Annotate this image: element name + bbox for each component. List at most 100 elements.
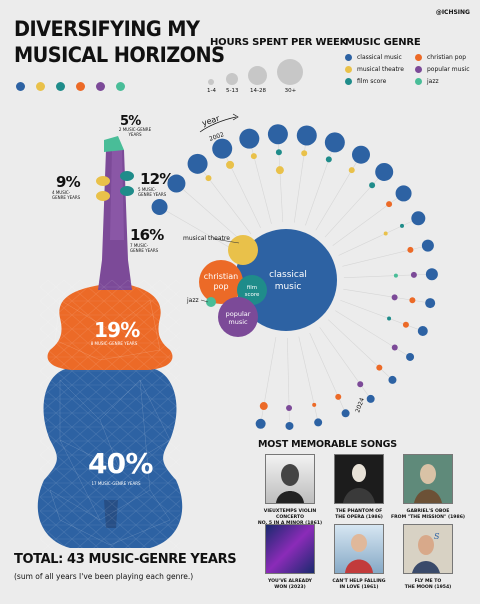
timeline-dot [212,138,233,159]
timeline-dot [417,326,428,337]
timeline-dot [406,352,415,361]
timeline-dot [411,211,426,226]
radial-gridline [305,138,337,226]
size-label: 30+ [284,88,297,94]
timeline-dot [357,381,364,388]
timeline-dot [275,149,282,156]
timeline-dot [187,153,208,174]
size-14-28: 14-28 [248,66,268,94]
radial-gridline [309,332,348,418]
pct-christian-pop: 19% [94,318,140,342]
genre-legend-title: MUSIC GENRE [345,37,421,48]
timeline-dot [275,166,284,175]
timeline-dot [312,402,317,407]
pct-jazz: 5% [120,114,141,129]
jazz-dot [116,82,125,91]
size-1-4: 1-4 [207,79,216,94]
timeline-dot [324,132,345,153]
song-caption: CAN'T HELP FALLING IN LOVE (1961) [332,579,386,590]
pct-classical-sub: 17 MUSIC-GENRE YEARS [91,481,141,486]
song-caption: THE PHANTOM OF THE OPERA (1986) [335,509,383,520]
song-caption: FLY ME TO THE MOON (1954) [404,579,452,590]
timeline-dot [314,418,323,427]
timeline-dot [387,316,392,321]
christian-pop-dot [76,82,85,91]
radial-gridline [248,134,272,224]
timeline-dot [376,364,383,371]
album-art-icon: S [403,524,453,574]
timeline-dot [425,268,438,281]
bubble-film-score [237,275,267,305]
timeline-dot [366,394,375,403]
timeline-dot [250,153,257,160]
radial-gridline [220,144,261,228]
pct-musical-theatre: 9% [56,173,81,191]
timeline-dot [348,167,355,174]
timeline-dot [259,402,268,411]
timeline-dot [395,185,412,202]
size-label: 14-28 [249,88,266,94]
radial-gridline [343,273,436,278]
label-classical: classical [269,270,307,280]
bubble-musical-theatre [228,235,258,265]
timeline-dot [421,239,434,252]
total-note: (sum of all years I've been playing each… [14,572,194,581]
album-art-icon [334,454,384,504]
size-circle [277,59,304,85]
timeline-dot [301,150,308,157]
musical-theatre-dot [36,82,45,91]
radial-gridline [335,310,414,360]
label-film: film [247,285,257,291]
classical-dot [16,82,25,91]
timeline-dot [393,273,398,278]
hours-legend-title: HOURS SPENT PER WEEK [210,37,348,48]
timeline-dot [351,145,370,164]
song-caption: GABRIEL'S OBOE FROM "THE MISSION" (1986) [391,509,465,520]
end-year-label: 2024 [354,397,366,414]
timeline-dot [407,246,414,253]
radial-gridline [324,168,388,238]
radial-gridline [155,204,236,252]
size-circle [248,66,268,85]
pct-film-score-sub: 5 MUSIC-GENRE YEARS [138,187,167,197]
label-popular-2: music [228,318,248,326]
callout-jazz: jazz [186,297,199,304]
total-years: TOTAL: 43 MUSIC-GENRE YEARS [14,552,237,567]
svg-text:S: S [434,532,440,541]
song-caption: YOU'VE ALREADY WON (2023) [267,579,312,590]
timeline-dot [409,297,416,304]
timeline-dot [151,199,168,215]
radial-gridline [328,319,396,383]
page-title: DIVERSIFYING MY MUSICAL HORIZONS [14,16,253,68]
radial-gridline [277,130,284,223]
hours-legend: 1-4 5-13 14-28 30+ [207,52,313,94]
size-label: 5-13 [225,88,239,94]
timeline-dot [375,162,394,181]
size-label: 1-4 [207,88,216,94]
radial-gridline [338,216,423,256]
album-art-icon [334,524,384,574]
timeline-dot [402,321,409,328]
pct-popular-music: 16% [130,226,164,244]
pct-popular-music-sub: 7 MUSIC-GENRE YEARS [130,243,159,253]
song-card: S FLY ME TO THE MOON (1954) [391,524,465,591]
timeline-dot [400,223,405,228]
year-label: year [201,114,221,128]
timeline-dot [325,156,332,163]
pct-classical: 40% [88,447,153,480]
size-5-13: 5-13 [226,73,238,94]
legend-jazz: jazz [415,78,480,85]
radial-gridline [194,160,252,235]
popular-music-dot [96,82,105,91]
legend-christian-pop: christian pop [415,54,480,61]
size-30-plus: 30+ [277,59,304,94]
pct-film-score: 12% [140,170,174,188]
genre-color-dots [16,82,125,91]
radial-gridline [298,336,320,427]
song-card: CAN'T HELP FALLING IN LOVE (1961) [322,524,396,591]
genre-legend: classical music christian pop musical th… [345,54,480,85]
pct-jazz-sub: 2 MUSIC-GENRE YEARS [118,127,152,137]
legend-musical-theatre: musical theatre [345,66,415,73]
